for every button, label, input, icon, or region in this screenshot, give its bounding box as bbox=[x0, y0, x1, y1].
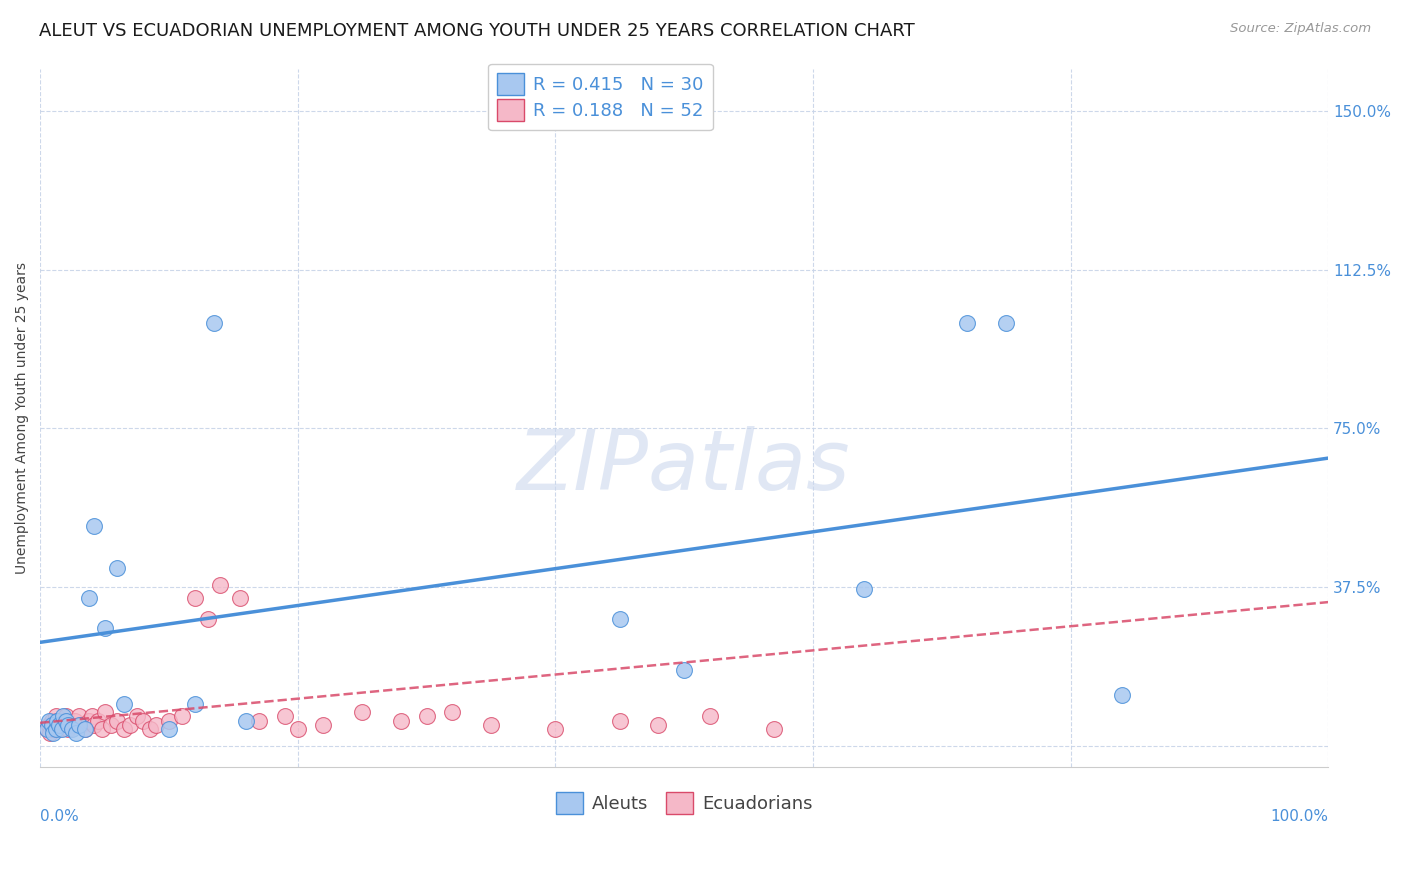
Point bbox=[58, 718, 80, 732]
Point bbox=[647, 718, 669, 732]
Point bbox=[87, 714, 110, 728]
Point bbox=[35, 722, 58, 736]
Point bbox=[352, 705, 374, 719]
Point bbox=[45, 709, 67, 723]
Point bbox=[699, 709, 721, 723]
Point bbox=[157, 714, 180, 728]
Text: ALEUT VS ECUADORIAN UNEMPLOYMENT AMONG YOUTH UNDER 25 YEARS CORRELATION CHART: ALEUT VS ECUADORIAN UNEMPLOYMENT AMONG Y… bbox=[39, 22, 915, 40]
Point bbox=[157, 722, 180, 736]
Point bbox=[544, 722, 567, 736]
Point bbox=[45, 714, 67, 728]
Point bbox=[673, 663, 696, 677]
Point bbox=[41, 714, 63, 728]
Point bbox=[52, 714, 75, 728]
Point bbox=[49, 718, 72, 732]
Point bbox=[763, 722, 786, 736]
Point bbox=[105, 714, 128, 728]
Text: Source: ZipAtlas.com: Source: ZipAtlas.com bbox=[1230, 22, 1371, 36]
Point bbox=[38, 718, 60, 732]
Point bbox=[39, 726, 62, 740]
Point bbox=[67, 709, 90, 723]
Point bbox=[41, 718, 63, 732]
Point bbox=[995, 316, 1018, 330]
Point bbox=[132, 714, 155, 728]
Point bbox=[229, 591, 252, 605]
Point bbox=[1111, 688, 1133, 702]
Point bbox=[389, 714, 412, 728]
Point bbox=[77, 591, 100, 605]
Text: ZIPatlas: ZIPatlas bbox=[517, 426, 851, 508]
Point bbox=[93, 620, 115, 634]
Point bbox=[197, 612, 219, 626]
Point bbox=[63, 714, 86, 728]
Point bbox=[80, 709, 103, 723]
Legend: Aleuts, Ecuadorians: Aleuts, Ecuadorians bbox=[548, 785, 820, 822]
Point bbox=[93, 705, 115, 719]
Text: 100.0%: 100.0% bbox=[1270, 809, 1329, 824]
Point bbox=[170, 709, 193, 723]
Text: 0.0%: 0.0% bbox=[41, 809, 79, 824]
Point bbox=[120, 718, 142, 732]
Point bbox=[853, 582, 876, 597]
Point bbox=[55, 709, 77, 723]
Point bbox=[235, 714, 257, 728]
Point bbox=[45, 722, 67, 736]
Point bbox=[75, 722, 97, 736]
Point bbox=[125, 709, 148, 723]
Point bbox=[48, 722, 70, 736]
Point bbox=[75, 722, 97, 736]
Point bbox=[202, 316, 225, 330]
Point bbox=[312, 718, 335, 732]
Point bbox=[479, 718, 502, 732]
Point bbox=[60, 722, 83, 736]
Point bbox=[183, 591, 205, 605]
Point bbox=[183, 697, 205, 711]
Point bbox=[138, 722, 160, 736]
Point bbox=[105, 561, 128, 575]
Point bbox=[247, 714, 270, 728]
Point bbox=[70, 718, 93, 732]
Y-axis label: Unemployment Among Youth under 25 years: Unemployment Among Youth under 25 years bbox=[15, 262, 30, 574]
Point bbox=[38, 714, 60, 728]
Point bbox=[91, 722, 114, 736]
Point bbox=[44, 718, 66, 732]
Point bbox=[52, 709, 75, 723]
Point bbox=[100, 718, 122, 732]
Point bbox=[77, 714, 100, 728]
Point bbox=[58, 722, 80, 736]
Point bbox=[209, 578, 232, 592]
Point bbox=[441, 705, 464, 719]
Point bbox=[42, 722, 65, 736]
Point bbox=[67, 718, 90, 732]
Point bbox=[60, 718, 83, 732]
Point bbox=[83, 718, 105, 732]
Point bbox=[415, 709, 437, 723]
Point bbox=[145, 718, 167, 732]
Point bbox=[51, 722, 73, 736]
Point bbox=[287, 722, 309, 736]
Point bbox=[83, 519, 105, 533]
Point bbox=[609, 714, 631, 728]
Point bbox=[45, 714, 67, 728]
Point bbox=[112, 697, 135, 711]
Point bbox=[956, 316, 979, 330]
Point bbox=[112, 722, 135, 736]
Point bbox=[55, 714, 77, 728]
Point bbox=[35, 722, 58, 736]
Point bbox=[42, 726, 65, 740]
Point bbox=[274, 709, 297, 723]
Point bbox=[48, 718, 70, 732]
Point bbox=[609, 612, 631, 626]
Point bbox=[65, 726, 87, 740]
